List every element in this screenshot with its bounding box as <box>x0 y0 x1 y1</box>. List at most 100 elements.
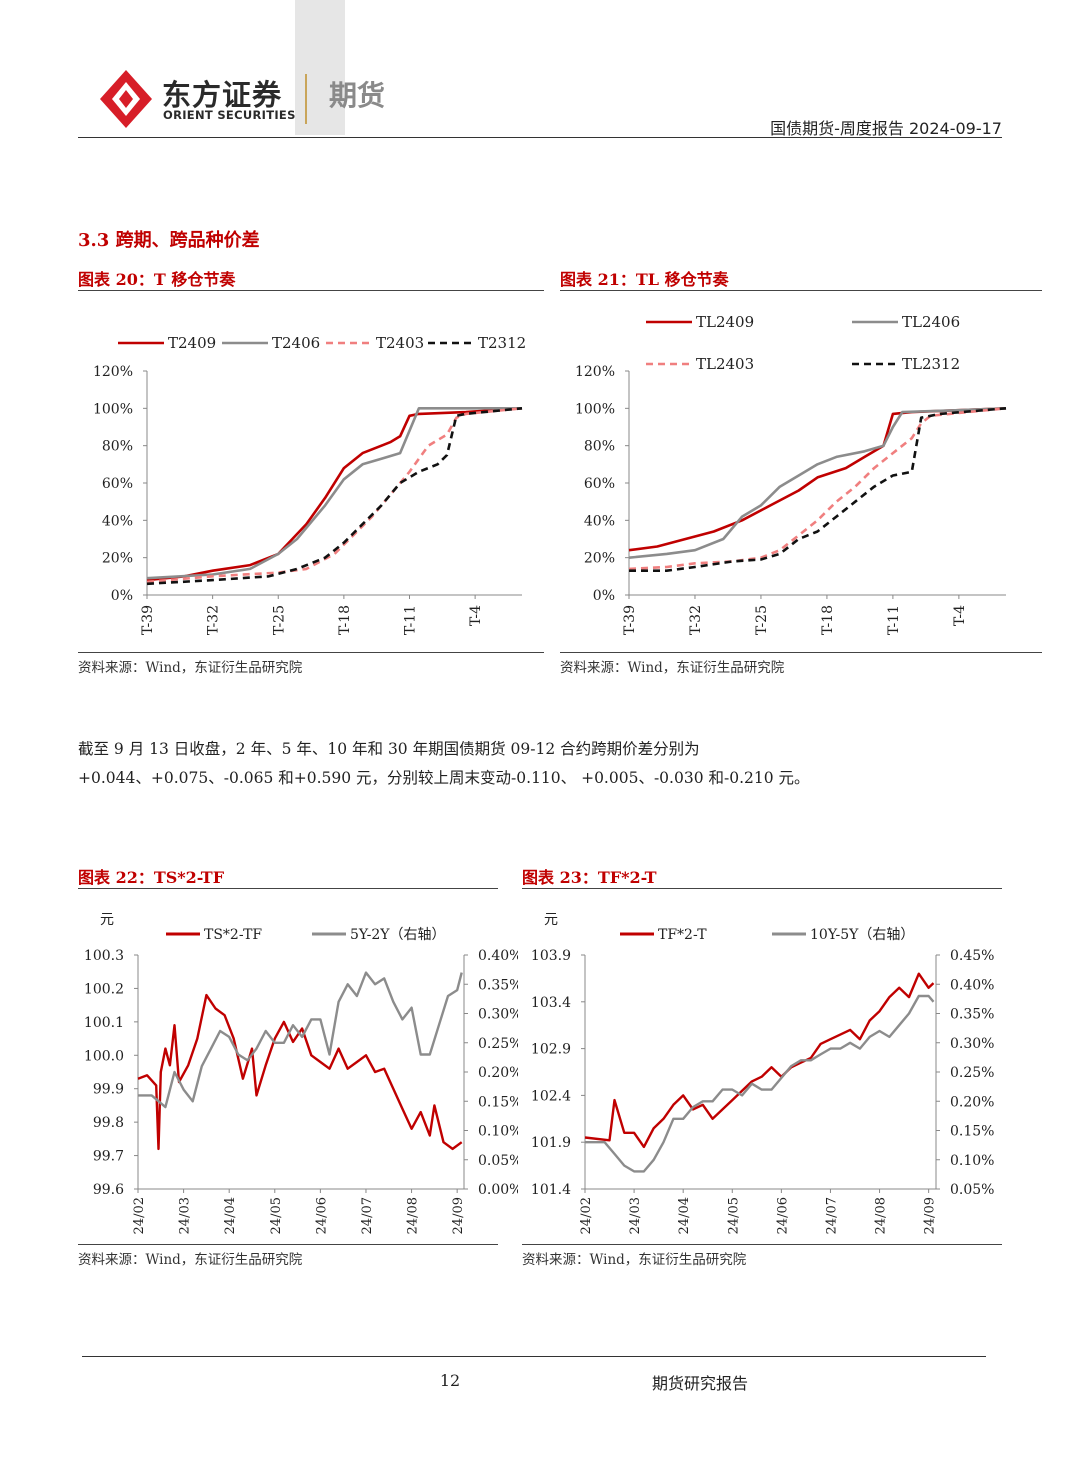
y-tick-label: 120% <box>575 364 615 380</box>
legend-label-1: 5Y-2Y（右轴） <box>350 927 446 943</box>
fig22-title: 图表 22：TS*2-TF <box>78 868 225 887</box>
series-line-T2403 <box>146 407 523 584</box>
y-tick-label-left: 100.1 <box>84 1015 124 1031</box>
legend-label-TL2406: TL2406 <box>902 313 960 331</box>
logo-futures-label: 期货 <box>329 79 386 112</box>
y-tick-label-left: 101.9 <box>531 1135 571 1151</box>
y-tick-label-left: 101.4 <box>531 1182 571 1198</box>
x-tick-label: T-18 <box>337 605 353 635</box>
y-tick-label: 60% <box>584 476 615 492</box>
y-tick-label-left: 102.9 <box>531 1042 571 1058</box>
header-band <box>295 0 345 135</box>
body-paragraph: 截至 9 月 13 日收盘，2 年、5 年、10 年和 30 年期国债期货 09… <box>78 740 810 787</box>
y-tick-label-left: 103.9 <box>531 948 571 964</box>
x-tick-label: T-39 <box>140 605 156 635</box>
series-line-TL2403 <box>628 407 1007 571</box>
y-tick-label-right: 0.30% <box>478 1007 518 1023</box>
y-tick-label-right: 0.00% <box>478 1182 518 1198</box>
fig22-title-rule <box>78 888 498 889</box>
y-tick-label-right: 0.25% <box>478 1036 518 1052</box>
y-tick-label-right: 0.45% <box>950 948 994 964</box>
fig22-chart: 元 99.6 99.7 99.8 99.9 100.0 100.1 100.2 100.3 0.0… <box>84 912 518 1234</box>
y-tick-label: 100% <box>93 401 133 417</box>
x-tick-label: T-39 <box>622 605 638 635</box>
page-number: 12 <box>439 1371 461 1390</box>
y-tick-label-left: 103.4 <box>531 995 571 1011</box>
legend-label-T2409: T2409 <box>168 334 216 352</box>
x-tick-label: 24/08 <box>406 1197 421 1234</box>
logo-separator <box>305 74 307 124</box>
x-tick-label: T-4 <box>468 605 484 626</box>
y-tick-label: 0% <box>111 588 133 604</box>
fig23-source: 资料来源：Wind，东证衍生品研究院 <box>522 1252 747 1268</box>
y-tick-label: 100% <box>575 401 615 417</box>
fig20-bottom-rule <box>78 652 544 653</box>
y-tick-label-right: 0.40% <box>478 948 518 964</box>
series-line-left <box>584 972 935 1149</box>
x-tick-label: 24/09 <box>451 1197 466 1234</box>
y-tick-label-left: 100.0 <box>84 1048 124 1064</box>
x-tick-label: T-11 <box>886 605 902 635</box>
fig21-bottom-rule <box>560 652 1042 653</box>
y-tick-label-right: 0.10% <box>950 1153 994 1169</box>
fig22-source: 资料来源：Wind，东证衍生品研究院 <box>78 1252 303 1268</box>
y-tick-label-left: 102.4 <box>531 1088 571 1104</box>
y-tick-label: 20% <box>584 551 615 567</box>
fig22-bottom-rule <box>78 1244 498 1245</box>
x-tick-label: T-18 <box>820 605 836 635</box>
y-tick-label-left: 100.2 <box>84 981 124 997</box>
x-tick-label: 24/04 <box>677 1197 692 1234</box>
section-title: 3.3 跨期、跨品种价差 <box>78 230 260 251</box>
fig20-title-rule <box>78 290 544 291</box>
fig21-title-rule <box>560 290 1042 291</box>
y-tick-label-right: 0.20% <box>478 1065 518 1081</box>
fig23-chart: 元 101.4 101.9 102.4 102.9 103.4 103.9 0.05% 0.10… <box>531 912 995 1234</box>
y-tick-label: 80% <box>584 439 615 455</box>
legend-label-0: TS*2-TF <box>204 927 262 943</box>
x-tick-label: T-4 <box>952 605 968 626</box>
x-tick-label: 24/03 <box>628 1197 643 1234</box>
legend-label-1: 10Y-5Y（右轴） <box>810 927 914 943</box>
series-line-T2409 <box>146 407 523 582</box>
x-tick-label: 24/08 <box>874 1197 889 1234</box>
fig20-source: 资料来源：Wind，东证衍生品研究院 <box>78 660 303 676</box>
legend-label-TL2312: TL2312 <box>902 355 960 373</box>
footer-label: 期货研究报告 <box>652 1374 749 1393</box>
y-tick-label-left: 99.7 <box>93 1149 124 1165</box>
series-line-right <box>138 971 463 1109</box>
fig21-source: 资料来源：Wind，东证衍生品研究院 <box>560 660 785 676</box>
y-tick-label-left: 100.3 <box>84 948 124 964</box>
x-tick-label: 24/07 <box>824 1197 839 1234</box>
legend-label-T2312: T2312 <box>478 334 526 352</box>
series-line-left <box>137 993 463 1151</box>
orient-securities-logo-icon <box>100 70 152 128</box>
fig21-title: 图表 21：TL 移仓节奏 <box>560 270 729 289</box>
y-tick-label-right: 0.35% <box>950 1007 994 1023</box>
y-tick-label-right: 0.05% <box>478 1153 518 1169</box>
x-tick-label: 24/07 <box>360 1197 375 1234</box>
x-tick-label: 24/06 <box>775 1197 790 1234</box>
header-rule <box>78 137 1002 138</box>
y-tick-label: 40% <box>584 513 615 529</box>
fig23-title-rule <box>522 888 1002 889</box>
y-tick-label-left: 99.9 <box>93 1082 124 1098</box>
y-tick-label-right: 0.05% <box>950 1182 994 1198</box>
x-tick-label: 24/03 <box>178 1197 193 1234</box>
series-line-TL2406 <box>628 407 1007 559</box>
legend-label-TL2403: TL2403 <box>696 355 754 373</box>
y-tick-label-right: 0.35% <box>478 977 518 993</box>
y-tick-label: 80% <box>102 439 133 455</box>
x-tick-label: 24/04 <box>223 1197 238 1234</box>
y-unit-label: 元 <box>100 912 114 928</box>
series-line-T2312 <box>146 407 523 586</box>
x-tick-label: 24/05 <box>726 1197 741 1234</box>
x-tick-label: 24/02 <box>579 1197 594 1234</box>
x-tick-label: 24/02 <box>132 1197 147 1234</box>
fig23-title: 图表 23：TF*2-T <box>522 868 657 887</box>
legend-label-T2406: T2406 <box>272 334 320 352</box>
fig21-chart: 0% 20% 40% 60% 80% 100% 120% T-39 T-32 T-25 T-18 T-… <box>575 313 1007 635</box>
y-tick-label: 60% <box>102 476 133 492</box>
y-tick-label: 0% <box>593 588 615 604</box>
series-line-TL2312 <box>629 407 1007 573</box>
y-tick-label-left: 99.8 <box>93 1115 124 1131</box>
